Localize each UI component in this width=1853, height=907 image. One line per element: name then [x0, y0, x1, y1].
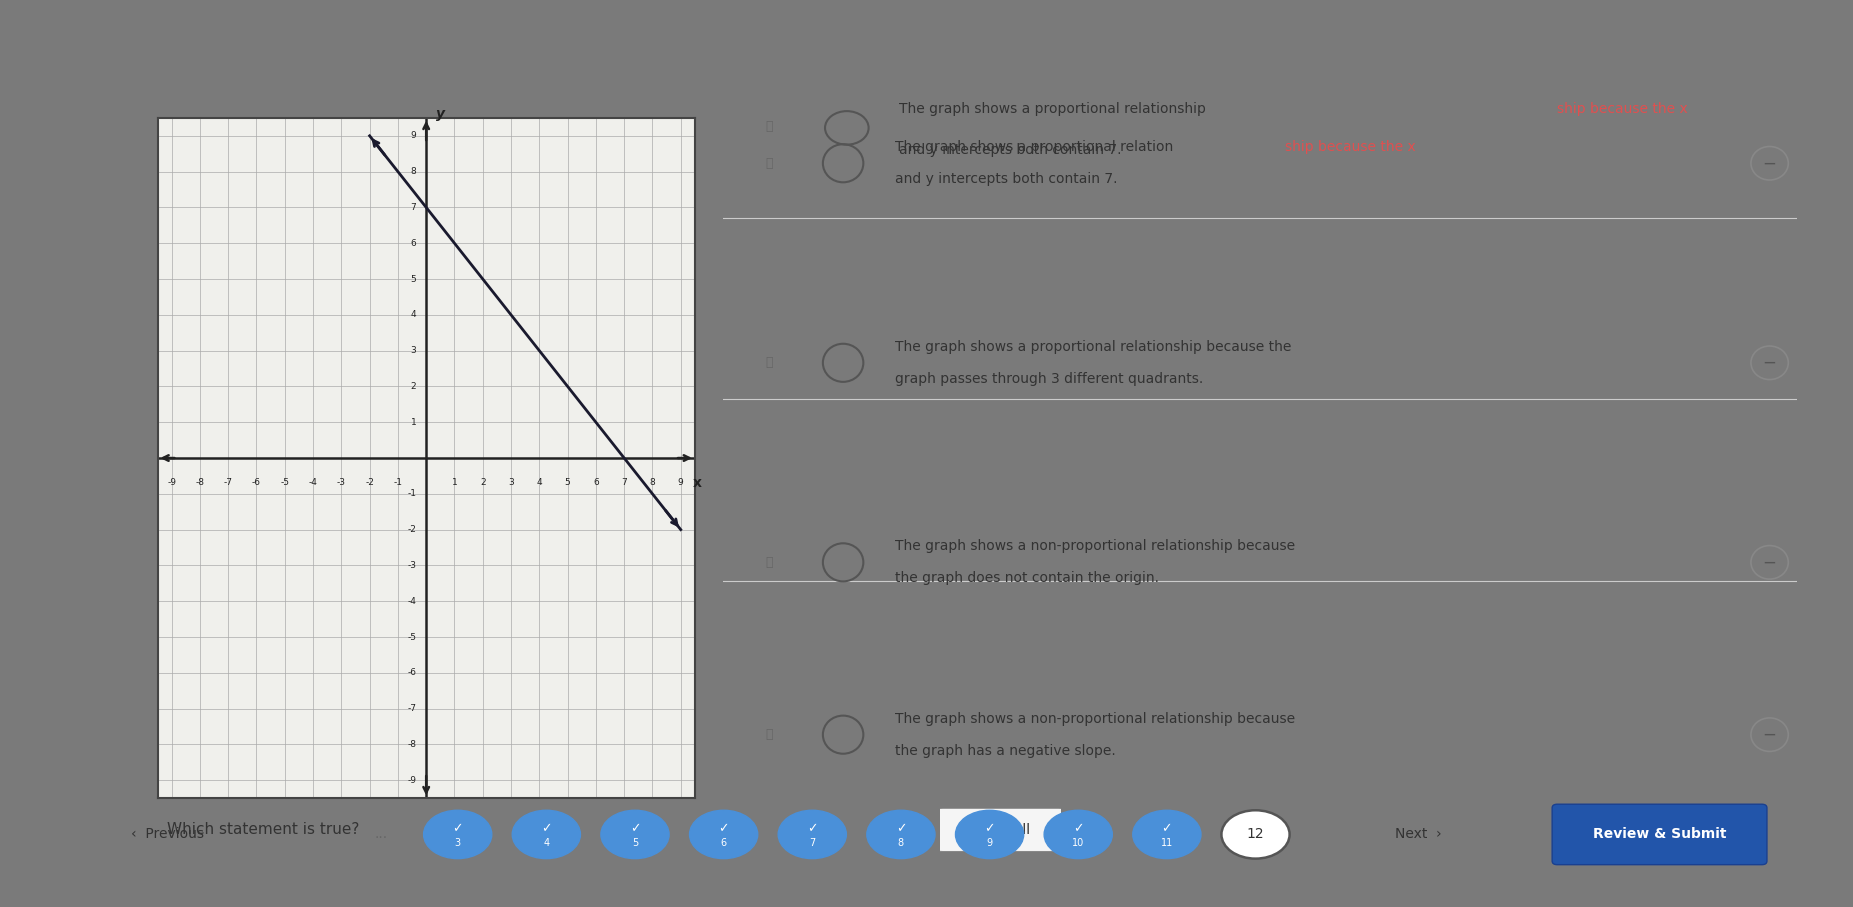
Text: -4: -4 [309, 478, 317, 487]
Circle shape [600, 810, 669, 859]
Text: the graph does not contain the origin.: the graph does not contain the origin. [895, 571, 1158, 585]
Text: 6: 6 [593, 478, 599, 487]
Text: -7: -7 [408, 704, 417, 713]
Text: and y intercepts both contain 7.: and y intercepts both contain 7. [895, 172, 1117, 186]
Circle shape [778, 810, 847, 859]
FancyBboxPatch shape [1553, 805, 1768, 864]
Text: ✓: ✓ [984, 822, 995, 834]
Text: 8: 8 [899, 838, 904, 848]
Text: -8: -8 [408, 740, 417, 749]
Text: -6: -6 [408, 668, 417, 678]
Text: 🔊: 🔊 [765, 728, 773, 741]
Text: Which statement is true?: Which statement is true? [167, 823, 359, 837]
Text: ✓: ✓ [719, 822, 728, 834]
Text: graph passes through 3 different quadrants.: graph passes through 3 different quadran… [895, 372, 1203, 385]
Text: ✓: ✓ [1162, 822, 1173, 834]
Circle shape [1132, 810, 1201, 859]
Text: ✓: ✓ [541, 822, 552, 834]
Text: 5: 5 [632, 838, 637, 848]
Text: The graph shows a non-proportional relationship because: The graph shows a non-proportional relat… [895, 540, 1295, 553]
Text: the graph has a negative slope.: the graph has a negative slope. [895, 744, 1116, 757]
Text: 6: 6 [411, 239, 417, 248]
Text: −: − [1762, 553, 1777, 571]
Text: −: − [1762, 354, 1777, 372]
Text: ...: ... [374, 827, 387, 842]
Text: Review & Submit: Review & Submit [1594, 827, 1727, 842]
Text: The graph shows a proportional relationship because the: The graph shows a proportional relations… [895, 340, 1292, 354]
Text: 11: 11 [1160, 838, 1173, 848]
Text: -1: -1 [393, 478, 402, 487]
Text: -1: -1 [408, 490, 417, 498]
Circle shape [1043, 810, 1112, 859]
Text: -4: -4 [408, 597, 417, 606]
Text: 2: 2 [480, 478, 485, 487]
Text: Next  ›: Next › [1395, 827, 1442, 842]
Text: -2: -2 [408, 525, 417, 534]
Text: 3: 3 [508, 478, 513, 487]
Circle shape [867, 810, 936, 859]
Text: 5: 5 [565, 478, 571, 487]
Text: ‹  Previous: ‹ Previous [132, 827, 204, 842]
Text: 4: 4 [537, 478, 543, 487]
Text: ship because the x: ship because the x [1557, 102, 1688, 116]
Text: 🔊: 🔊 [765, 356, 773, 369]
Text: y: y [435, 107, 445, 122]
Text: 3: 3 [454, 838, 461, 848]
Text: 1: 1 [411, 418, 417, 426]
Circle shape [424, 810, 491, 859]
Text: 9: 9 [986, 838, 993, 848]
Text: -2: -2 [365, 478, 374, 487]
Circle shape [1221, 810, 1290, 859]
Text: ✓: ✓ [1073, 822, 1084, 834]
Text: 2: 2 [411, 382, 417, 391]
Text: 3: 3 [411, 346, 417, 356]
Text: ship because the x: ship because the x [1286, 141, 1416, 154]
Text: −: − [1762, 726, 1777, 744]
Text: 🔊: 🔊 [765, 556, 773, 569]
Text: -7: -7 [224, 478, 233, 487]
Text: 1: 1 [452, 478, 458, 487]
Text: -3: -3 [408, 561, 417, 570]
Text: ✓: ✓ [630, 822, 641, 834]
Text: 4: 4 [543, 838, 548, 848]
Circle shape [956, 810, 1023, 859]
Circle shape [511, 810, 580, 859]
Text: 12: 12 [1247, 827, 1264, 842]
Text: Clear All: Clear All [971, 823, 1030, 837]
Text: -9: -9 [167, 478, 176, 487]
Text: 9: 9 [411, 132, 417, 141]
Text: -9: -9 [408, 775, 417, 785]
Text: 7: 7 [411, 203, 417, 212]
Text: The graph shows a non-proportional relationship because: The graph shows a non-proportional relat… [895, 712, 1295, 726]
FancyBboxPatch shape [938, 808, 1064, 852]
Text: ✓: ✓ [895, 822, 906, 834]
Text: 10: 10 [1073, 838, 1084, 848]
Text: 5: 5 [411, 275, 417, 284]
Text: -5: -5 [408, 632, 417, 641]
Text: -6: -6 [252, 478, 261, 487]
Circle shape [689, 810, 758, 859]
Text: ✓: ✓ [808, 822, 817, 834]
Text: 🔊: 🔊 [765, 157, 773, 170]
Text: 6: 6 [721, 838, 726, 848]
Text: −: − [1762, 154, 1777, 172]
Text: 🔊: 🔊 [765, 121, 773, 133]
Text: 4: 4 [411, 310, 417, 319]
Text: and y intercepts both contain 7.: and y intercepts both contain 7. [899, 142, 1121, 157]
Text: The graph shows a proportional relation: The graph shows a proportional relation [895, 141, 1173, 154]
Text: -3: -3 [337, 478, 347, 487]
Text: -8: -8 [195, 478, 204, 487]
Text: ✓: ✓ [452, 822, 463, 834]
Text: 7: 7 [810, 838, 815, 848]
Text: 7: 7 [621, 478, 626, 487]
Text: 9: 9 [678, 478, 684, 487]
Text: The graph shows a proportional relationship: The graph shows a proportional relations… [899, 102, 1206, 116]
Text: 8: 8 [411, 167, 417, 176]
Text: x: x [693, 476, 702, 490]
Text: 8: 8 [650, 478, 656, 487]
Text: -5: -5 [280, 478, 289, 487]
